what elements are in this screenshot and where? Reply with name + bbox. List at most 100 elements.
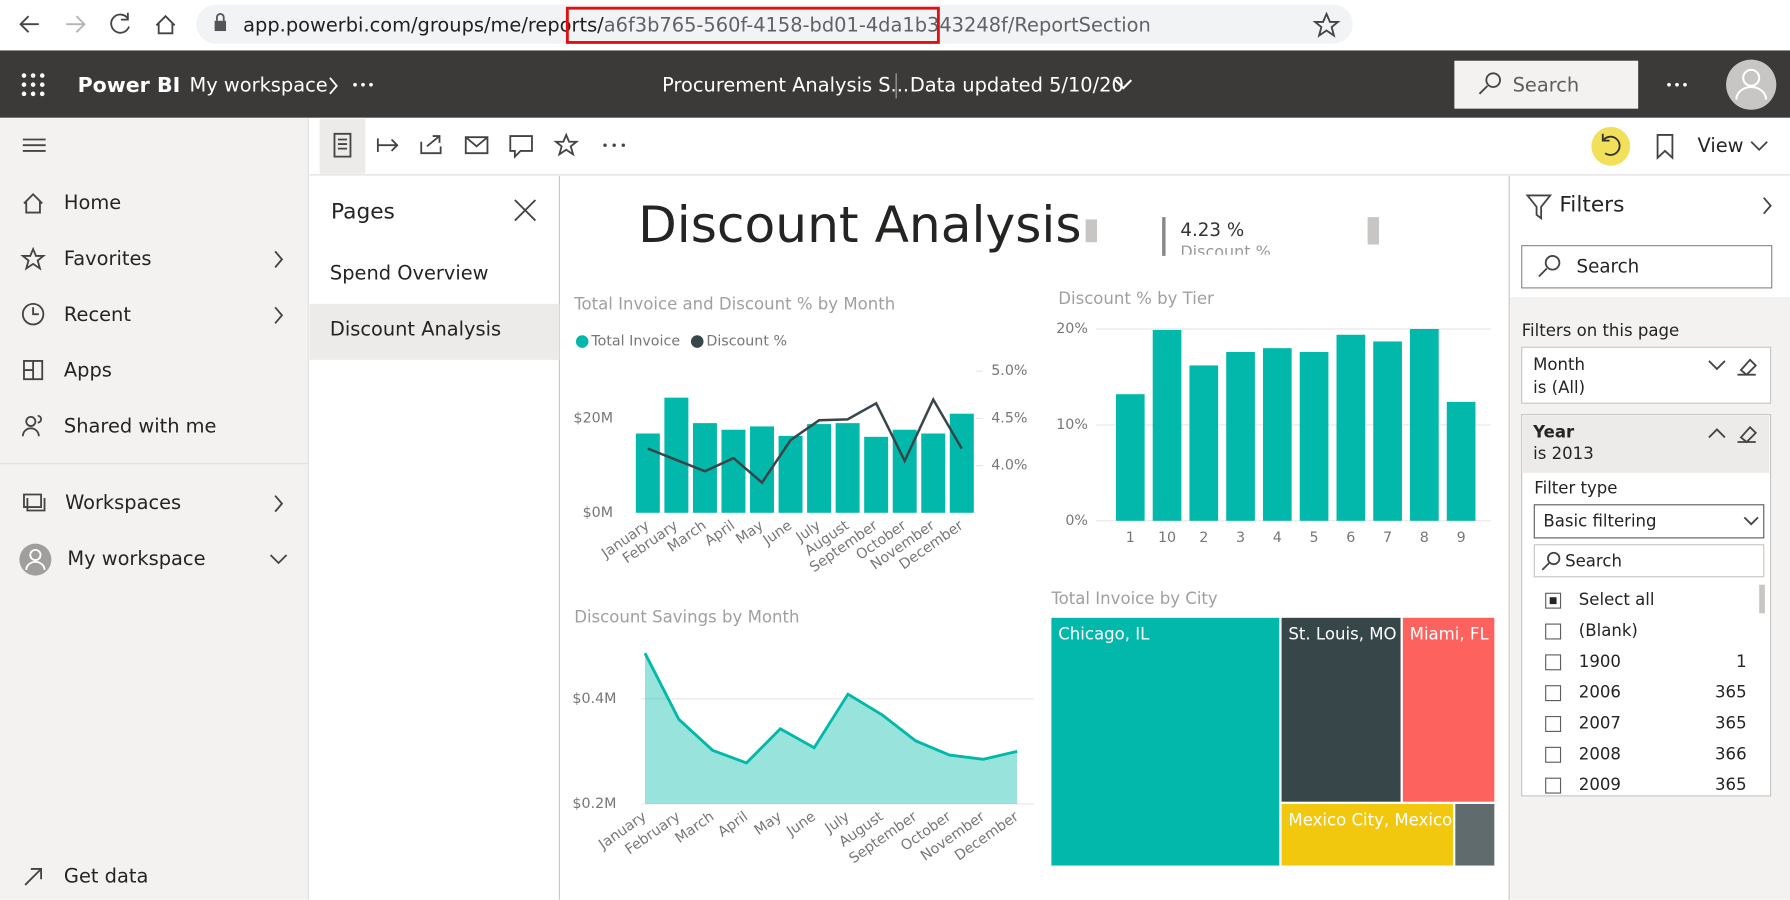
chart-title: Discount % by Tier bbox=[1058, 289, 1214, 308]
home-button[interactable] bbox=[155, 14, 176, 35]
toolbar bbox=[309, 117, 1790, 175]
filters-search-placeholder: Search bbox=[1577, 256, 1640, 277]
address-bar[interactable] bbox=[196, 4, 1353, 44]
filter-state: is (All) bbox=[1533, 378, 1585, 397]
nav-item[interactable]: Recent bbox=[64, 303, 131, 326]
checkbox[interactable] bbox=[1545, 777, 1562, 794]
legend-label: Discount % bbox=[706, 334, 787, 350]
bar bbox=[835, 423, 860, 513]
highlight-box bbox=[565, 6, 940, 44]
pages-title: Pages bbox=[331, 200, 395, 225]
treemap-tile bbox=[1281, 617, 1401, 802]
nav-toggle[interactable] bbox=[22, 138, 46, 152]
treemap-tile bbox=[1051, 617, 1280, 866]
nav-item[interactable]: Home bbox=[64, 191, 121, 214]
checkbox[interactable] bbox=[1545, 685, 1562, 702]
close-pages[interactable] bbox=[514, 199, 537, 222]
treemap-tile bbox=[1402, 617, 1495, 802]
bookmark-star[interactable] bbox=[1312, 11, 1341, 38]
filter-item-label[interactable]: 2009 bbox=[1579, 775, 1621, 794]
bar bbox=[1262, 348, 1292, 521]
filter-item-count: 365 bbox=[1715, 775, 1747, 794]
toolbar-button[interactable] bbox=[509, 135, 533, 159]
treemap-tile bbox=[1281, 803, 1454, 866]
checkbox[interactable] bbox=[1545, 746, 1562, 763]
tile-label: Miami, FL bbox=[1410, 624, 1490, 643]
bar bbox=[1115, 394, 1145, 521]
filter-item-label[interactable]: 2007 bbox=[1579, 713, 1621, 732]
app-launcher[interactable] bbox=[21, 73, 45, 97]
tile-label: Mexico City, Mexico bbox=[1288, 811, 1452, 830]
report-title: Discount Analysis bbox=[638, 195, 1081, 254]
reload-button[interactable] bbox=[110, 12, 130, 34]
filter-item-label[interactable]: 1900 bbox=[1579, 652, 1621, 671]
nav-item[interactable]: Workspaces bbox=[65, 491, 181, 514]
bar bbox=[807, 424, 832, 513]
nav-item[interactable]: Shared with me bbox=[64, 415, 217, 438]
filter-item-label[interactable]: 2006 bbox=[1579, 683, 1621, 702]
checkbox[interactable] bbox=[1545, 715, 1562, 732]
filter-item-count: 365 bbox=[1715, 683, 1747, 702]
legend-marker bbox=[575, 335, 589, 348]
x-tick-label: 4 bbox=[1273, 530, 1282, 546]
bar bbox=[692, 423, 717, 513]
toolbar-more[interactable] bbox=[603, 143, 626, 147]
page-tab-selected[interactable] bbox=[309, 303, 560, 360]
nav-item[interactable]: My workspace bbox=[67, 547, 205, 570]
search-box[interactable] bbox=[1454, 60, 1639, 109]
checkbox[interactable] bbox=[1545, 654, 1562, 671]
toolbar-button[interactable] bbox=[376, 138, 399, 153]
filter-item-label[interactable]: (Blank) bbox=[1579, 621, 1638, 640]
clear-filter[interactable] bbox=[1737, 358, 1758, 376]
filter-item-label[interactable]: 2008 bbox=[1579, 744, 1621, 763]
page-tab[interactable]: Discount Analysis bbox=[330, 318, 501, 341]
filters-search[interactable] bbox=[1521, 245, 1773, 289]
y-tick-label: 0% bbox=[1065, 513, 1088, 529]
user-avatar[interactable] bbox=[1726, 59, 1777, 110]
bookmark-button[interactable] bbox=[1656, 134, 1674, 160]
collapse-card[interactable] bbox=[1708, 428, 1726, 439]
filter-type: Basic filtering bbox=[1543, 511, 1656, 530]
legend-marker bbox=[690, 335, 704, 348]
data-updated[interactable]: Data updated 5/10/20 bbox=[910, 73, 1124, 96]
page-tab[interactable]: Spend Overview bbox=[330, 262, 489, 285]
card-value: 4.23 % bbox=[1180, 220, 1244, 241]
y-tick-label: 4.0% bbox=[991, 458, 1027, 474]
toolbar-button[interactable] bbox=[464, 136, 489, 155]
app-name[interactable]: Power BI bbox=[78, 73, 181, 97]
filter-field: Year bbox=[1532, 422, 1575, 441]
list-scrollbar bbox=[1759, 584, 1765, 614]
view-menu[interactable]: View bbox=[1698, 134, 1744, 157]
clear-filter[interactable] bbox=[1737, 425, 1758, 444]
filters-title: Filters bbox=[1559, 193, 1624, 218]
bar bbox=[1410, 328, 1439, 521]
pages-pane bbox=[309, 176, 560, 900]
x-tick-label: 2 bbox=[1199, 530, 1208, 546]
card-label: Discount % bbox=[1180, 242, 1270, 261]
filter-item-count: 1 bbox=[1736, 652, 1747, 671]
forward-button[interactable] bbox=[66, 15, 86, 33]
filter-item-count: 366 bbox=[1715, 744, 1747, 763]
area bbox=[644, 653, 1018, 804]
settings-menu[interactable] bbox=[1667, 82, 1687, 87]
checkbox[interactable] bbox=[1545, 623, 1562, 640]
pages-toggle[interactable] bbox=[319, 118, 366, 174]
more-menu[interactable] bbox=[353, 82, 373, 87]
toolbar-button[interactable] bbox=[420, 135, 442, 155]
nav-item[interactable]: Get data bbox=[64, 864, 148, 887]
list-search[interactable] bbox=[1533, 544, 1765, 578]
nav-item[interactable]: Favorites bbox=[64, 247, 152, 270]
lock-icon bbox=[214, 20, 227, 32]
breadcrumb-workspace[interactable]: My workspace bbox=[190, 73, 328, 96]
back-button[interactable] bbox=[19, 15, 39, 33]
reset-button[interactable] bbox=[1591, 126, 1631, 166]
nav-item[interactable]: Apps bbox=[64, 359, 112, 382]
x-tick-label: 10 bbox=[1158, 530, 1176, 546]
collapse-filters[interactable] bbox=[1763, 197, 1772, 215]
toolbar-button[interactable] bbox=[553, 132, 580, 157]
line bbox=[647, 396, 963, 485]
filter-type-select[interactable] bbox=[1533, 504, 1765, 539]
filter-item-label[interactable]: Select all bbox=[1579, 590, 1655, 609]
filter-card[interactable] bbox=[1521, 346, 1772, 404]
filter-card bbox=[1521, 414, 1772, 797]
